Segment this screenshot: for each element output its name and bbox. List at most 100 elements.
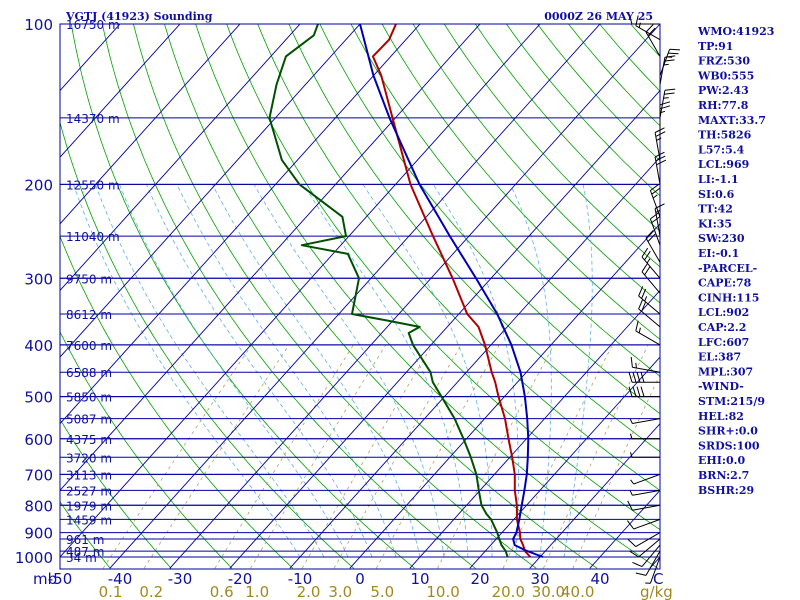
moist-adiabat [362, 184, 493, 557]
mixing-ratio-line [102, 344, 252, 569]
pressure-tick-label: 500 [24, 389, 53, 407]
mixing-ratio-tick-label: 3.0 [328, 583, 352, 600]
height-label: 1459 m [66, 513, 112, 527]
index-value: LFC:607 [698, 336, 749, 349]
index-value: CAPE:78 [698, 277, 752, 290]
isotherm [60, 24, 421, 425]
dry-adiabat [443, 24, 660, 268]
wind-barb [645, 24, 661, 57]
dry-adiabat [288, 24, 660, 453]
wind-barb [645, 556, 661, 584]
index-value: LCL:902 [698, 306, 749, 319]
dry-adiabat [60, 121, 354, 569]
index-value: L57:5.4 [698, 143, 745, 156]
pressure-tick-label: 900 [24, 525, 53, 543]
pressure-tick-label: 200 [24, 176, 53, 194]
wind-barb [630, 356, 661, 373]
wind-barb [630, 452, 660, 458]
index-value: RH:77.8 [698, 99, 749, 112]
pressure-tick-label: 600 [24, 431, 53, 449]
dry-adiabat [60, 501, 111, 569]
isotherm [60, 24, 241, 225]
isotherm [60, 24, 361, 358]
dry-adiabat [101, 24, 476, 569]
mixing-ratio-line [301, 344, 433, 569]
dry-adiabat [60, 418, 172, 569]
isotherm [229, 89, 660, 569]
dry-adiabat [195, 24, 659, 569]
wind-barb [629, 489, 661, 496]
temperature-tick-label: 40 [590, 570, 609, 588]
index-value: HEL:82 [698, 410, 744, 423]
index-value: FRZ:530 [698, 55, 750, 68]
dry-adiabat [350, 24, 660, 377]
pressure-tick-label: 300 [24, 270, 53, 288]
wind-barb [629, 418, 661, 424]
mixing-ratio-line [214, 344, 354, 569]
height-label: 34 m [66, 551, 97, 565]
height-label: 3720 m [66, 451, 112, 465]
height-label: 14370 m [66, 112, 120, 126]
temperature-tick-label: -20 [228, 570, 253, 588]
wind-barbs [627, 13, 681, 584]
index-value: BRN:2.7 [698, 469, 749, 482]
pressure-tick-label: 700 [24, 466, 53, 484]
mixing-ratio-unit-label: g/kg [640, 583, 673, 600]
temperature-tick-label: -40 [108, 570, 133, 588]
wind-barb [627, 518, 661, 530]
plot-frame [59, 23, 661, 570]
temperature-tick-label: 10 [410, 570, 429, 588]
temperature-unit-label: C [653, 570, 663, 588]
dry-adiabat [412, 24, 660, 304]
wind-barb [630, 473, 661, 485]
temperature-tick-label: 20 [470, 570, 489, 588]
index-value: SHR+:0.0 [698, 425, 758, 438]
index-value: MAXT:33.7 [698, 114, 766, 127]
isobar-lines [60, 23, 660, 558]
height-label: 5850 m [66, 391, 112, 405]
height-label: 11040 m [66, 230, 120, 244]
mixing-ratio-tick-label: 30.0 [532, 583, 565, 600]
index-value: CINH:115 [698, 291, 759, 304]
station-title: VGTJ (41923) Sounding [65, 10, 213, 23]
mixing-ratio-tick-label: 5.0 [370, 583, 394, 600]
dry-adiabat [132, 24, 537, 569]
index-value: -PARCEL- [698, 262, 757, 275]
wind-barb [659, 48, 681, 76]
wind-barb [628, 13, 660, 25]
wind-barb [638, 299, 661, 328]
mixing-ratio-line [375, 344, 500, 569]
wind-barb [649, 212, 661, 246]
pressure-tick-label: 1000 [15, 549, 53, 567]
mixing-ratio-line [250, 344, 387, 569]
wind-barb [635, 550, 661, 576]
height-label: 4375 m [66, 433, 112, 447]
pressure-unit-label: mb [33, 570, 57, 588]
index-value: LI:-1.1 [698, 173, 739, 186]
mixing-ratio-tick-label: 0.6 [210, 583, 234, 600]
index-value: CAP:2.2 [698, 321, 746, 334]
isotherm [169, 24, 660, 569]
wind-barb [628, 372, 660, 383]
dry-adiabat [164, 24, 598, 569]
dry-adiabat [257, 24, 660, 491]
wind-barb [627, 500, 661, 511]
index-value: TT:42 [698, 203, 733, 216]
height-label: 8612 m [66, 308, 112, 322]
dry-adiabat [381, 24, 660, 340]
index-value: -WIND- [698, 380, 744, 393]
index-value: TP:91 [698, 40, 733, 53]
mixing-ratio-tick-label: 1.0 [245, 583, 269, 600]
moist-adiabat [176, 184, 397, 558]
index-value: BSHR:29 [698, 484, 754, 497]
sounding-time: 0000Z 26 MAY 25 [544, 10, 653, 23]
wind-barb [630, 433, 660, 440]
wind-barb [628, 386, 660, 398]
index-value: KI:35 [698, 217, 732, 230]
dewpoint-profile [268, 24, 509, 558]
index-value: EI:-0.1 [698, 247, 739, 260]
temperature-tick-label: -10 [288, 570, 313, 588]
dry-adiabat [60, 235, 294, 569]
height-label: 16750 m [66, 18, 120, 32]
index-value: SW:230 [698, 232, 745, 245]
